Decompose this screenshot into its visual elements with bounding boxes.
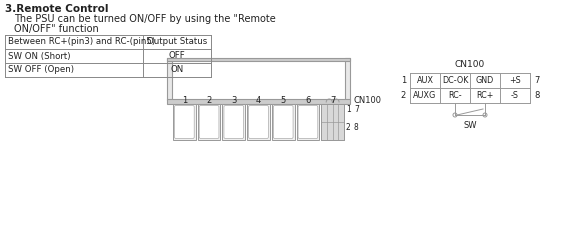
Text: 8: 8	[534, 91, 539, 100]
FancyBboxPatch shape	[199, 105, 219, 138]
Text: 5: 5	[281, 96, 286, 105]
Text: AUXG: AUXG	[413, 91, 436, 100]
Text: ON: ON	[170, 65, 184, 74]
Text: 4: 4	[256, 96, 261, 105]
FancyBboxPatch shape	[224, 105, 244, 138]
Text: 1: 1	[401, 76, 406, 85]
Text: 3: 3	[231, 96, 237, 105]
Text: SW OFF (Open): SW OFF (Open)	[8, 65, 74, 74]
Text: AUX: AUX	[417, 76, 434, 85]
FancyBboxPatch shape	[175, 105, 194, 138]
Bar	[272, 104, 295, 140]
Text: 2: 2	[401, 91, 406, 100]
Text: 2: 2	[207, 96, 212, 105]
Bar	[197, 104, 220, 140]
FancyBboxPatch shape	[298, 105, 318, 138]
Text: 7: 7	[354, 105, 359, 114]
Text: Between RC+(pin3) and RC-(pin5): Between RC+(pin3) and RC-(pin5)	[8, 37, 155, 47]
FancyBboxPatch shape	[249, 105, 269, 138]
Text: GND: GND	[476, 76, 494, 85]
Text: 7: 7	[330, 96, 335, 105]
Text: 1: 1	[346, 105, 351, 114]
Bar	[345, 58, 350, 100]
Bar	[167, 99, 350, 104]
Text: DC-OK: DC-OK	[442, 76, 468, 85]
Text: 1: 1	[182, 96, 187, 105]
Text: 2: 2	[346, 123, 351, 132]
Text: -S: -S	[511, 91, 519, 100]
Text: 3.Remote Control: 3.Remote Control	[5, 4, 109, 14]
Text: CN100: CN100	[455, 60, 485, 69]
Text: ON/OFF" function: ON/OFF" function	[14, 24, 99, 34]
Circle shape	[483, 113, 487, 117]
Circle shape	[453, 113, 457, 117]
Text: 7: 7	[534, 76, 539, 85]
Text: Output Status: Output Status	[147, 37, 207, 47]
Text: 6: 6	[305, 96, 311, 105]
Text: OFF: OFF	[168, 52, 185, 61]
Text: 8: 8	[354, 123, 358, 132]
Text: RC+: RC+	[476, 91, 494, 100]
Bar	[247, 104, 270, 140]
Text: +S: +S	[509, 76, 521, 85]
Bar	[296, 104, 319, 140]
Text: RC-: RC-	[448, 91, 462, 100]
Text: SW ON (Short): SW ON (Short)	[8, 52, 71, 61]
Bar	[167, 58, 350, 61]
Bar	[222, 104, 245, 140]
Bar	[321, 104, 344, 140]
FancyBboxPatch shape	[273, 105, 293, 138]
Bar	[167, 58, 172, 100]
Text: The PSU can be turned ON/OFF by using the "Remote: The PSU can be turned ON/OFF by using th…	[14, 14, 276, 24]
Text: CN100: CN100	[354, 96, 382, 105]
Bar	[173, 104, 196, 140]
Text: SW: SW	[463, 121, 477, 130]
